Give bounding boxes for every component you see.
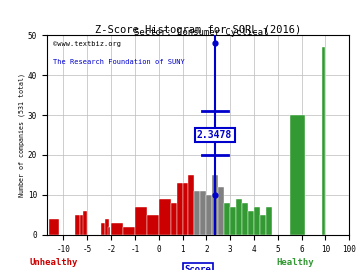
Bar (183, 183, 189, 235)
Bar (105, 219, 109, 235)
Bar (236, 199, 242, 235)
Bar (224, 203, 230, 235)
Bar (189, 175, 194, 235)
Bar (101, 223, 105, 235)
Bar (171, 203, 176, 235)
Bar (75, 215, 80, 235)
Bar (147, 215, 159, 235)
Bar (80, 215, 85, 235)
Bar (323, 47, 325, 235)
Bar (111, 223, 123, 235)
Bar (108, 227, 110, 235)
Bar (218, 187, 224, 235)
Text: The Research Foundation of SUNY: The Research Foundation of SUNY (53, 59, 185, 65)
Bar (201, 191, 206, 235)
Bar (242, 203, 248, 235)
Title: Z-Score Histogram for SORL (2016): Z-Score Histogram for SORL (2016) (95, 25, 301, 35)
Bar (135, 207, 147, 235)
Bar (206, 195, 212, 235)
Bar (230, 207, 236, 235)
X-axis label: Score: Score (185, 265, 211, 270)
Text: Sector: Consumer Cyclical: Sector: Consumer Cyclical (134, 28, 269, 37)
Bar (212, 175, 218, 235)
Y-axis label: Number of companies (531 total): Number of companies (531 total) (19, 73, 25, 197)
Text: 2.3478: 2.3478 (197, 130, 232, 140)
Bar (290, 115, 305, 235)
Bar (254, 207, 260, 235)
Bar (82, 211, 87, 235)
Bar (159, 199, 171, 235)
Bar (266, 207, 272, 235)
Bar (194, 191, 201, 235)
Bar (260, 215, 266, 235)
Bar (248, 211, 254, 235)
Bar (49, 219, 59, 235)
Text: Healthy: Healthy (276, 258, 314, 267)
Text: Unhealthy: Unhealthy (30, 258, 78, 267)
Bar (176, 183, 183, 235)
Bar (123, 227, 135, 235)
Text: ©www.textbiz.org: ©www.textbiz.org (53, 41, 121, 47)
